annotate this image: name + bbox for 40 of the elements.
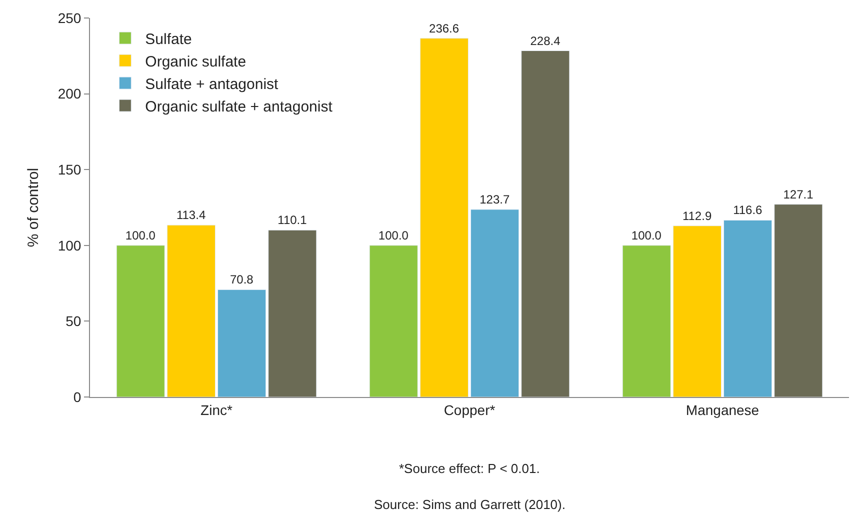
bar (724, 220, 772, 397)
data-label: 123.7 (480, 192, 510, 206)
bar (774, 204, 823, 397)
y-tick-label: 150 (58, 162, 82, 178)
legend-label: Sulfate + antagonist (145, 76, 280, 93)
bar (116, 245, 165, 397)
bar (420, 38, 468, 397)
data-label: 100.0 (125, 228, 156, 242)
bar (521, 50, 570, 397)
y-tick-label: 250 (58, 10, 82, 26)
bar (672, 226, 722, 397)
legend-label: Sulfate (145, 30, 192, 48)
legend-label: Organic sulfate + antagonist (145, 98, 334, 116)
y-tick-label: 0 (73, 388, 82, 405)
bar (218, 289, 266, 397)
bar (369, 245, 418, 397)
data-label: 236.6 (429, 21, 460, 36)
bar (268, 230, 317, 397)
x-tick-label: Copper* (444, 402, 496, 418)
data-label: 112.9 (682, 208, 712, 223)
source-note: Source: Sims and Garrett (2010). (374, 497, 566, 512)
legend-label: Organic sulfate (145, 53, 246, 70)
data-label: 228.4 (530, 34, 561, 48)
y-tick-label: 200 (58, 86, 82, 102)
y-tick-label: 100 (58, 237, 82, 254)
x-tick-label: Manganese (686, 402, 760, 418)
data-label: 100.0 (378, 228, 409, 242)
data-label: 100.0 (631, 228, 662, 242)
bar (622, 245, 671, 397)
data-label: 110.1 (278, 213, 308, 228)
data-label: 127.1 (783, 187, 814, 202)
y-tick-label: 50 (66, 313, 82, 330)
data-label: 116.6 (733, 203, 763, 218)
data-label: 70.8 (230, 272, 254, 287)
bar (470, 209, 520, 397)
x-tick-label: Zinc* (200, 402, 233, 418)
data-label: 113.4 (176, 208, 206, 222)
y-axis-title: % of control (25, 168, 42, 248)
text: *Source effect: P < 0.01. (399, 461, 540, 476)
bar (166, 224, 216, 397)
